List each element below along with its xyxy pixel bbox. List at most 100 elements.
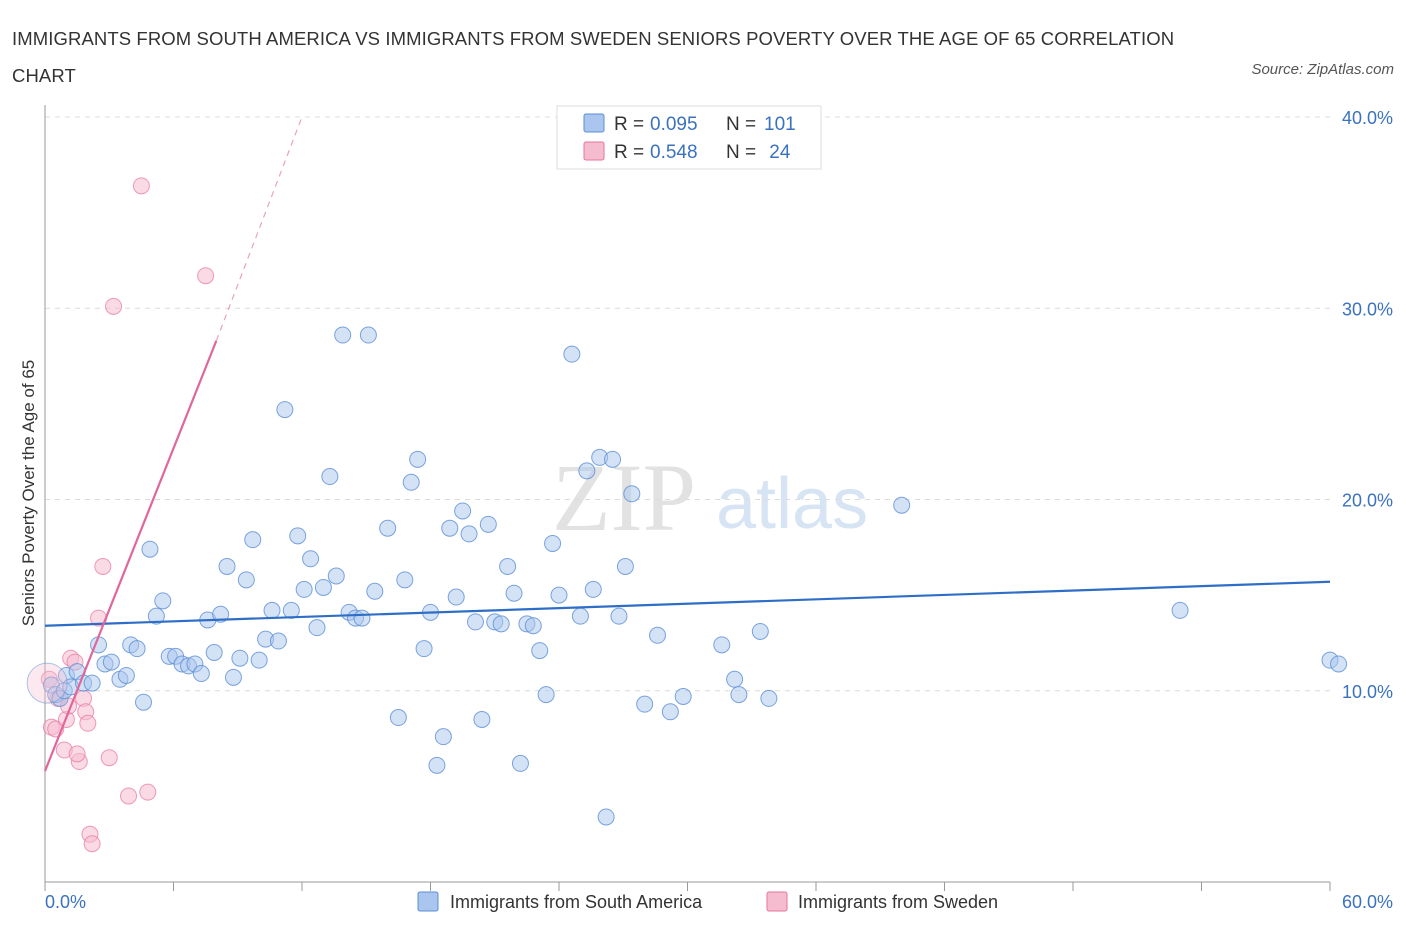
bottom-legend-label-south-america: Immigrants from South America [450, 892, 703, 912]
south-america-point [415, 640, 433, 658]
south-america-point [751, 622, 769, 640]
series-south-america [26, 326, 1348, 826]
south-america-point [428, 756, 446, 774]
south-america-point [623, 485, 641, 503]
bottom-legend: Immigrants from South America Immigrants… [417, 891, 998, 912]
south-america-point [389, 709, 407, 727]
south-america-point [276, 401, 294, 419]
south-america-point [505, 584, 523, 602]
south-america-point [636, 695, 654, 713]
south-america-point [359, 326, 377, 344]
south-america-point [1171, 601, 1189, 619]
y-axis-label: Seniors Poverty Over the Age of 65 [19, 360, 38, 626]
south-america-point [269, 632, 287, 650]
south-america-point [563, 345, 581, 363]
south-america-point [610, 607, 628, 625]
south-america-point [218, 557, 236, 575]
south-america-point [492, 615, 510, 633]
watermark-zip: ZIP [552, 444, 696, 551]
south-america-point [531, 642, 549, 660]
sweden-point [83, 835, 101, 853]
legend-swatch-pink [583, 141, 605, 161]
x-tick-label-min: 0.0% [45, 892, 86, 912]
watermark-atlas: atlas [716, 464, 868, 544]
south-america-point [402, 473, 420, 491]
x-tick-label-max: 60.0% [1342, 892, 1393, 912]
south-america-point [544, 534, 562, 552]
trend-sweden-extension [215, 116, 303, 341]
south-america-point [537, 686, 555, 704]
south-america-point [128, 640, 146, 658]
y-tick-label: 40.0% [1342, 108, 1393, 128]
south-america-point [499, 557, 517, 575]
south-america-point [308, 619, 326, 637]
legend-n-label-2: N = [726, 142, 756, 163]
y-tick-label: 10.0% [1342, 682, 1393, 702]
south-america-point [511, 754, 529, 772]
south-america-point [353, 609, 371, 627]
bottom-legend-swatch-blue [417, 891, 439, 912]
south-america-point [434, 728, 452, 746]
south-america-point [135, 693, 153, 711]
legend-n-value-1: 101 [764, 114, 796, 135]
south-america-point [597, 808, 615, 826]
south-america-point [460, 525, 478, 543]
legend-r-value-2: 0.548 [650, 142, 698, 163]
legend-r-label-1: R = [614, 114, 644, 135]
south-america-point [441, 519, 459, 537]
south-america-point [730, 686, 748, 704]
legend-n-value-2: 24 [764, 142, 791, 163]
south-america-point [237, 571, 255, 589]
y-tick-labels: 10.0% 20.0% 30.0% 40.0% [1342, 108, 1393, 702]
legend-r-label-2: R = [614, 142, 644, 163]
sweden-point [105, 297, 123, 315]
x-ticks [44, 882, 1331, 891]
sweden-point [79, 714, 97, 732]
south-america-point [250, 651, 268, 669]
south-america-point [212, 605, 230, 623]
y-tick-label: 20.0% [1342, 491, 1393, 511]
south-america-point [454, 502, 472, 520]
south-america-point [760, 689, 778, 707]
chart-title: IMMIGRANTS FROM SOUTH AMERICA VS IMMIGRA… [12, 28, 1175, 86]
south-america-point [524, 617, 542, 635]
south-america-point [102, 653, 120, 671]
sweden-point [139, 783, 157, 801]
south-america-point [192, 665, 210, 683]
south-america-point [713, 636, 731, 654]
south-america-point [117, 666, 135, 684]
south-america-point [224, 668, 242, 686]
sweden-point [100, 749, 118, 767]
south-america-point [289, 527, 307, 545]
south-america-point [584, 580, 602, 598]
south-america-point [379, 519, 397, 537]
trend-lines [43, 116, 1331, 772]
legend-swatch-blue [583, 113, 605, 133]
south-america-point [295, 580, 313, 598]
south-america-point [661, 703, 679, 721]
south-america-point [674, 687, 692, 705]
legend-n-label-1: N = [726, 114, 756, 135]
south-america-point [83, 674, 101, 692]
south-america-point [321, 468, 339, 486]
south-america-point [604, 450, 622, 468]
south-america-point [282, 601, 300, 619]
south-america-point [366, 582, 384, 600]
trend-south-america [44, 580, 1331, 627]
south-america-point [616, 557, 634, 575]
south-america-point [479, 515, 497, 533]
south-america-point [726, 670, 744, 688]
south-america-point [396, 571, 414, 589]
legend-r-value-1: 0.095 [650, 114, 698, 135]
south-america-point [314, 578, 332, 596]
south-america-point [244, 531, 262, 549]
south-america-point [1330, 655, 1348, 673]
series-sweden [40, 177, 215, 853]
south-america-point [327, 567, 345, 585]
south-america-point [409, 450, 427, 468]
south-america-point [649, 626, 667, 644]
bottom-legend-swatch-pink [766, 891, 788, 912]
origin-cluster-point [26, 662, 68, 704]
south-america-point [550, 586, 568, 604]
